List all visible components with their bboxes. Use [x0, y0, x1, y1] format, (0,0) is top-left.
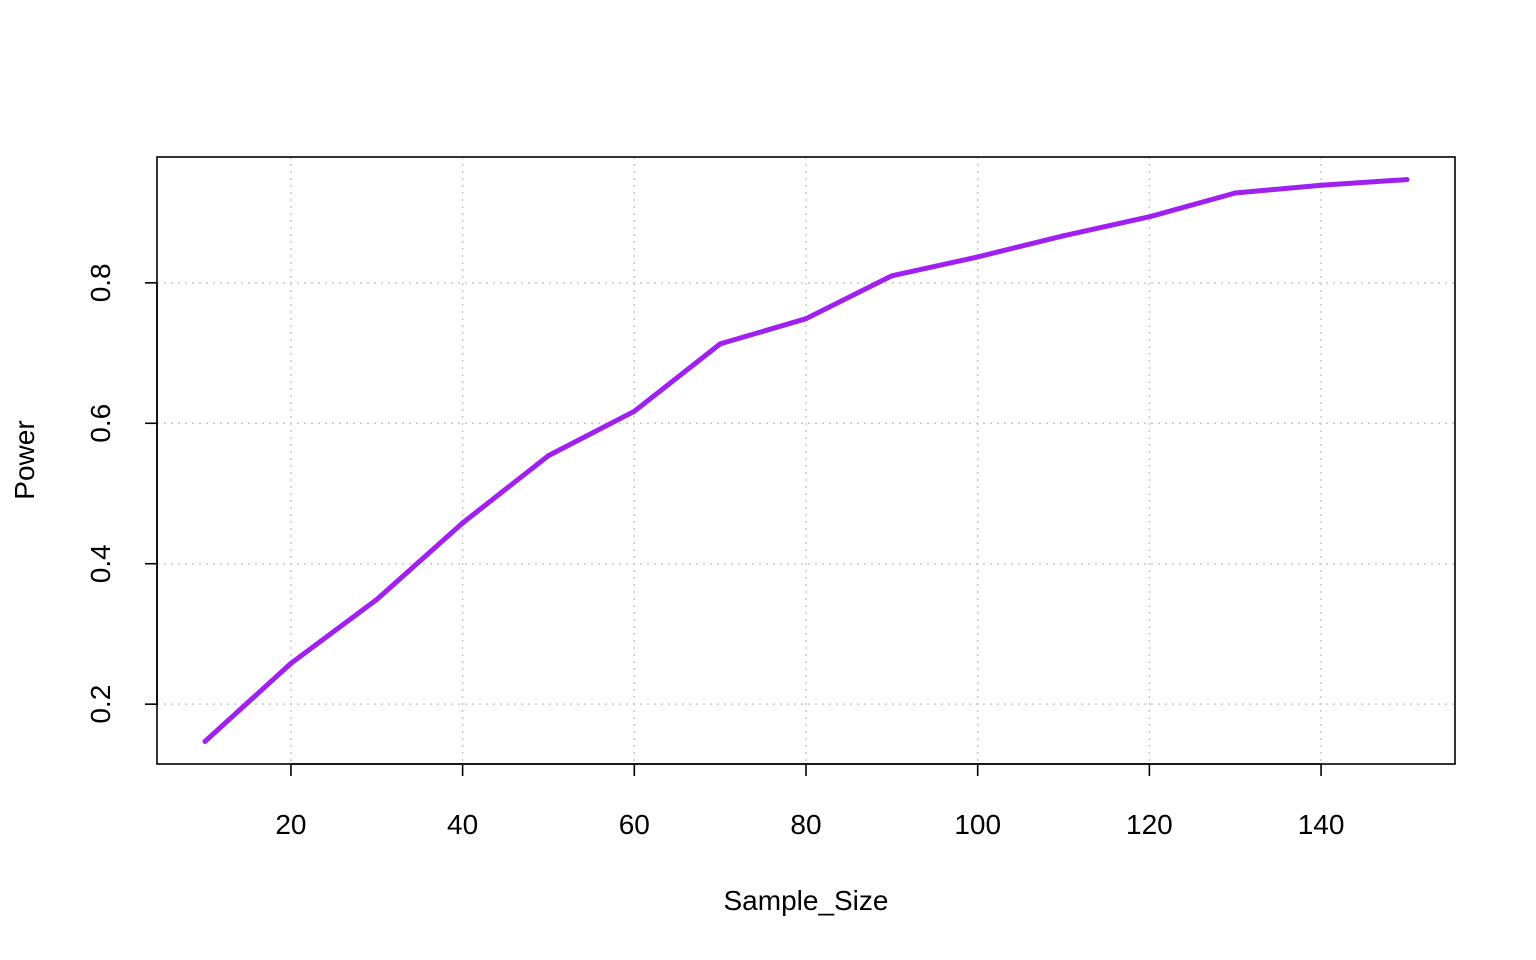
x-tick-label: 140: [1298, 809, 1345, 840]
grid: [157, 157, 1455, 764]
y-tick-label: 0.8: [85, 263, 116, 302]
y-tick-label: 0.2: [85, 685, 116, 724]
y-axis-title: Power: [9, 420, 40, 499]
data-point: [717, 341, 723, 347]
x-tick-label: 60: [619, 809, 650, 840]
data-point: [631, 408, 637, 414]
data-point: [803, 316, 809, 322]
data-point: [1404, 177, 1410, 183]
x-axis-title: Sample_Size: [724, 885, 889, 916]
data-point: [374, 597, 380, 603]
data-point: [889, 273, 895, 279]
data-point: [202, 738, 208, 744]
x-axis: 20 40 60 80 100 120 140: [275, 763, 1345, 840]
data-point: [288, 660, 294, 666]
x-tick-label: 100: [954, 809, 1001, 840]
series: [202, 177, 1410, 744]
x-tick-label: 20: [275, 809, 306, 840]
data-point: [460, 520, 466, 526]
data-point: [1146, 214, 1152, 220]
data-point: [545, 453, 551, 459]
y-tick-label: 0.6: [85, 404, 116, 443]
y-axis: 0.2 0.4 0.6 0.8: [85, 263, 158, 724]
data-point: [975, 254, 981, 260]
data-point: [1318, 182, 1324, 188]
x-tick-label: 120: [1126, 809, 1173, 840]
x-tick-label: 80: [790, 809, 821, 840]
y-tick-label: 0.4: [85, 544, 116, 583]
data-point: [1061, 233, 1067, 239]
data-point: [1232, 190, 1238, 196]
x-tick-label: 40: [447, 809, 478, 840]
